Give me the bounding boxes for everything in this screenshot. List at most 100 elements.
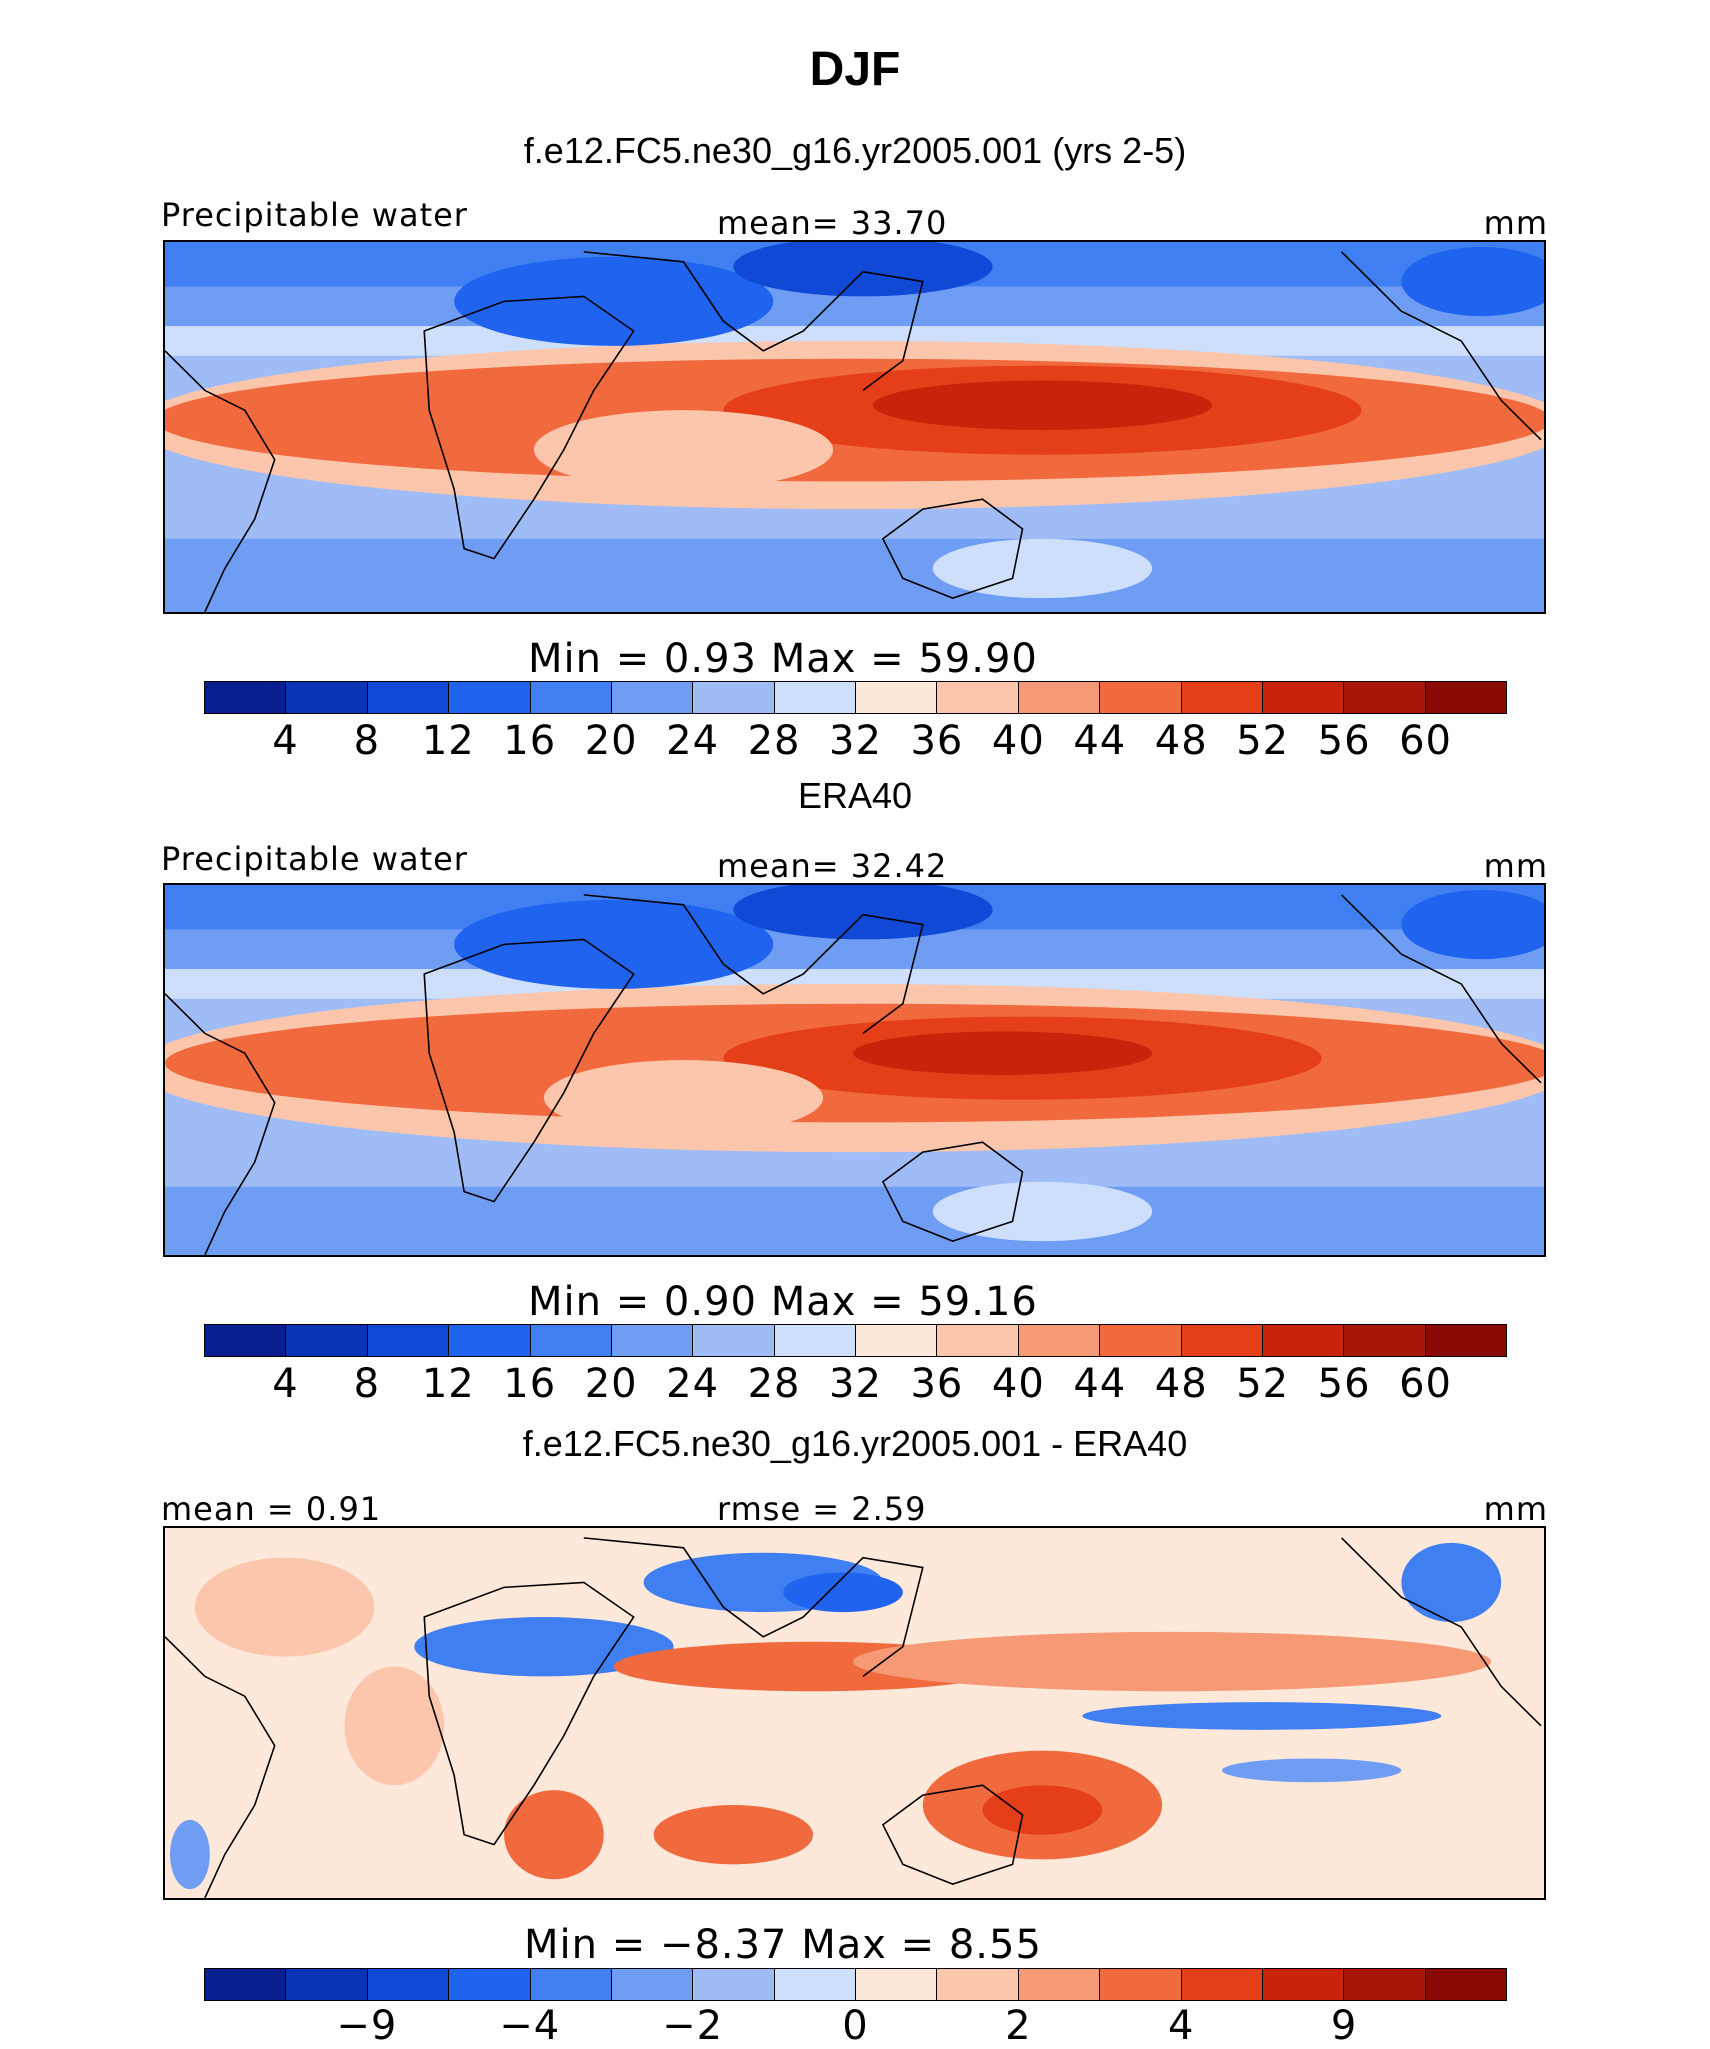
- panel-2-colorbar-swatch: [611, 1325, 694, 1356]
- panel-1-minmax: Min = 0.93 Max = 59.90: [528, 636, 1038, 682]
- panel-1-colorbar-swatch: [367, 682, 450, 713]
- panel-1-colorbar-swatch: [1018, 682, 1101, 713]
- panel-3-map-svg: [165, 1528, 1544, 1898]
- panel-2-units: mm: [1483, 847, 1548, 885]
- panel-3-tick-label: 0: [842, 2003, 869, 2049]
- panel-2-colorbar-swatch: [205, 1325, 287, 1356]
- panel-3-colorbar-ticks: −9 −4 −2 0 2 4 9: [204, 2003, 1507, 2049]
- panel-1-colorbar-swatch: [286, 682, 368, 713]
- panel-2-tick-label: 48: [1154, 1361, 1208, 1407]
- panel-1-tick-label: 12: [421, 718, 475, 764]
- panel-1-australia-coast: [881, 498, 1024, 599]
- panel-2-colorbar-swatch: [774, 1325, 856, 1356]
- panel-2-tick-label: 28: [747, 1361, 801, 1407]
- panel-2-tick-label: 44: [1073, 1361, 1127, 1407]
- panel-2-samerica-coast: [165, 993, 276, 1255]
- panel-2-colorbar-ticks: 4 8 12 16 20 24 28 32 36 40 44 48 52 56 60: [204, 1361, 1507, 1407]
- panel-2-tick-label: 36: [910, 1361, 964, 1407]
- panel-3-pacific-pos: [853, 1631, 1492, 1692]
- panel-2-australia: [932, 1181, 1153, 1242]
- panel-2-tick-label: 4: [272, 1361, 299, 1407]
- panel-1-tick-label: 4: [272, 718, 299, 764]
- panel-3-colorbar-swatch: [774, 1969, 856, 2000]
- panel-1-tick-label: 8: [353, 718, 381, 764]
- panel-3-namerica-neg: [1401, 1542, 1502, 1622]
- panel-1-tick-label: 16: [503, 718, 557, 764]
- panel-1-mean: mean= 33.70: [717, 204, 948, 242]
- panel-1-colorbar-swatch: [530, 682, 612, 713]
- panel-3-samerica-neg: [169, 1819, 210, 1890]
- panel-2-sahara: [454, 899, 774, 989]
- panel-3-colorbar-swatch: [1181, 1969, 1263, 2000]
- panel-2-tick-label: 20: [584, 1361, 638, 1407]
- panel-2-colorbar-swatch: [1262, 1325, 1345, 1356]
- panel-3-tick-label: −9: [336, 2003, 398, 2049]
- panel-3-minmax: Min = −8.37 Max = 8.55: [524, 1922, 1042, 1968]
- panel-1-tick-label: 24: [666, 718, 720, 764]
- panel-3-colorbar-swatch: [449, 1969, 531, 2000]
- panel-3-south-indian-pos: [653, 1805, 814, 1865]
- panel-1-title: f.e12.FC5.ne30_g16.yr2005.001 (yrs 2-5): [523, 130, 1187, 171]
- panel-3-pacific-neg-2: [1221, 1758, 1402, 1783]
- panel-3-colorbar-swatch: [1262, 1969, 1345, 2000]
- panel-3-units: mm: [1483, 1490, 1548, 1528]
- panel-2-colorbar-swatch: [1018, 1325, 1101, 1356]
- panel-1-africa-coast: [423, 295, 635, 560]
- panel-2-asia: [733, 885, 993, 940]
- panel-1-colorbar-swatch: [774, 682, 856, 713]
- panel-1-colorbar-swatch: [693, 682, 775, 713]
- panel-2-south-band: [165, 1186, 1544, 1255]
- panel-1-eurasia-coast: [583, 251, 924, 392]
- panel-3-colorbar-swatch: [1018, 1969, 1101, 2000]
- panel-1-america-coast: [1341, 251, 1542, 441]
- panel-2-colorbar: [204, 1324, 1507, 1357]
- panel-1-south-band: [165, 538, 1544, 612]
- panel-3-colorbar-swatch: [367, 1969, 450, 2000]
- panel-2-tick-label: 12: [421, 1361, 475, 1407]
- panel-1-units: mm: [1483, 204, 1548, 242]
- panel-1-tick-label: 48: [1154, 718, 1208, 764]
- panel-1-colorbar-swatch: [1344, 682, 1426, 713]
- panel-1-australia: [932, 538, 1153, 599]
- panel-1-map-svg: [165, 242, 1544, 612]
- panel-2-africa-dry: [543, 1060, 824, 1136]
- panel-2-variable: Precipitable water: [161, 840, 468, 878]
- panel-3-colorbar-swatch: [205, 1969, 287, 2000]
- panel-3-colorbar-swatch: [856, 1969, 938, 2000]
- panel-2-minmax: Min = 0.90 Max = 59.16: [528, 1279, 1038, 1325]
- panel-2-tick-label: 8: [353, 1361, 381, 1407]
- panel-1-tick-label: 36: [910, 718, 964, 764]
- panel-2-tick-label: 32: [829, 1361, 882, 1407]
- panel-3-colorbar-swatch: [1344, 1969, 1426, 2000]
- panel-1-warm-pool-core: [872, 380, 1212, 430]
- panel-2-mean: mean= 32.42: [717, 847, 948, 885]
- panel-1-tick-label: 32: [829, 718, 882, 764]
- panel-3-tick-label: 9: [1330, 2003, 1358, 2049]
- panel-1-colorbar-swatch: [449, 682, 531, 713]
- panel-2-tick-label: 56: [1317, 1361, 1371, 1407]
- panel-2-namerica: [1401, 889, 1544, 960]
- panel-2-colorbar-swatch: [449, 1325, 531, 1356]
- panel-1-tick-label: 28: [747, 718, 801, 764]
- panel-3-mideast-core: [783, 1572, 903, 1613]
- panel-3-sahara-neg: [414, 1617, 674, 1677]
- panel-3-tick-label: 2: [1005, 2003, 1032, 2049]
- panel-2-colorbar-swatch: [1100, 1325, 1182, 1356]
- panel-3-colorbar: [204, 1968, 1507, 2001]
- panel-2-colorbar-swatch: [530, 1325, 612, 1356]
- panel-2-tick-label: 24: [666, 1361, 720, 1407]
- panel-2-africa-coast: [423, 938, 635, 1203]
- panel-2-colorbar-swatch: [856, 1325, 938, 1356]
- panel-3-colorbar-swatch: [530, 1969, 612, 2000]
- panel-1-namerica: [1401, 246, 1544, 317]
- panel-3-tick-label: −2: [662, 2003, 724, 2049]
- panel-2-colorbar-swatch: [367, 1325, 450, 1356]
- panel-2-australia-coast: [881, 1141, 1024, 1242]
- panel-3-america-coast: [1341, 1537, 1542, 1727]
- panel-3-colorbar-swatch: [693, 1969, 775, 2000]
- panel-3-australia-coast: [881, 1784, 1024, 1885]
- panel-2-title: ERA40: [797, 775, 913, 816]
- panel-2-colorbar-swatch: [1181, 1325, 1263, 1356]
- panel-3-eurasia-coast: [583, 1537, 924, 1678]
